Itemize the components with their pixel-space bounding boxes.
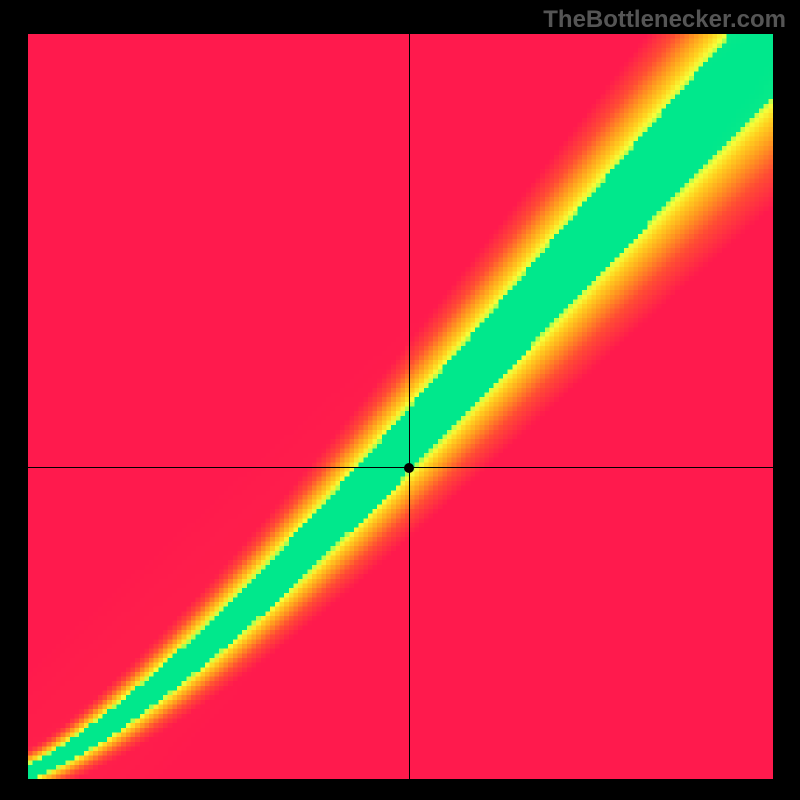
crosshair-vertical <box>409 34 410 779</box>
crosshair-horizontal <box>28 467 773 468</box>
data-point-marker <box>404 463 414 473</box>
heatmap-plot <box>28 34 773 779</box>
watermark-text: TheBottlenecker.com <box>543 6 786 34</box>
chart-container: TheBottlenecker.com <box>0 0 800 800</box>
heatmap-canvas <box>28 34 773 779</box>
